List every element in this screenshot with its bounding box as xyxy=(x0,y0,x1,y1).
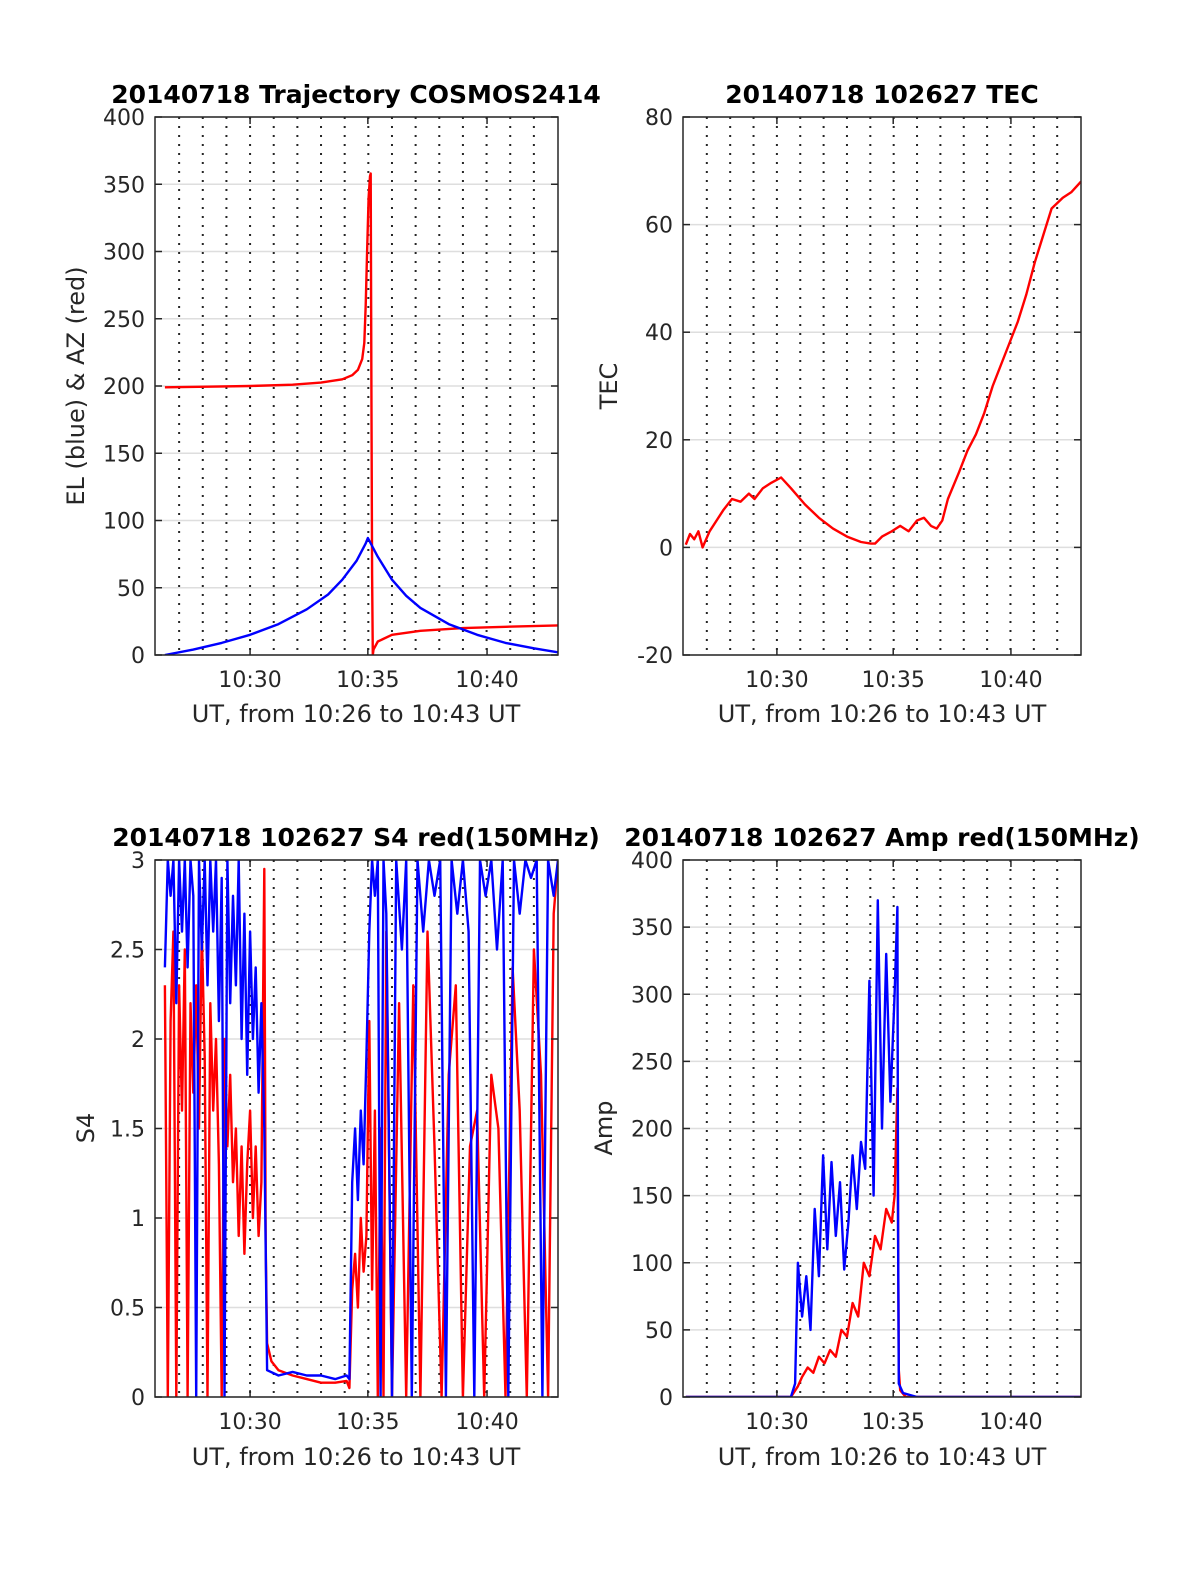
y-tick-label: 50 xyxy=(645,1319,673,1344)
plot-area: -20 0 20 40 60 80 10:30 10:35 10:40 xyxy=(637,106,1082,693)
plot-area: 0 0.5 1 1.5 2 2.5 3 10:30 10:35 10:40 xyxy=(110,849,559,1435)
x-axis-label: UT, from 10:26 to 10:43 UT xyxy=(718,700,1047,728)
y-tick-label: 3 xyxy=(131,849,145,874)
y-tick-label: 20 xyxy=(645,429,673,454)
y-tick-label: -20 xyxy=(637,644,673,669)
y-axis-label: S4 xyxy=(72,1113,100,1144)
chart-title: 20140718 102627 Amp red(150MHz) xyxy=(624,823,1140,852)
chart-title: 20140718 102627 TEC xyxy=(725,80,1038,109)
chart-title: 20140718 102627 S4 red(150MHz) xyxy=(112,823,600,852)
series-line-0 xyxy=(163,860,558,1397)
panel-s4: 0 0.5 1 1.5 2 2.5 3 10:30 10:35 10:40 20140718 10… xyxy=(72,823,600,1471)
y-tick-label: 0 xyxy=(131,1386,145,1411)
series-line-1 xyxy=(685,899,1081,1397)
y-tick-label: 60 xyxy=(645,214,673,239)
y-tick-label: 100 xyxy=(631,1252,673,1277)
series-line-1 xyxy=(163,860,558,1397)
y-tick-label: 200 xyxy=(631,1118,673,1143)
x-tick-label: 10:40 xyxy=(455,668,518,693)
series-line-0 xyxy=(684,180,1081,549)
y-tick-label: 150 xyxy=(631,1185,673,1210)
x-axis-label: UT, from 10:26 to 10:43 UT xyxy=(192,700,521,728)
y-tick-label: 50 xyxy=(117,577,145,602)
y-tick-label: 400 xyxy=(103,106,145,131)
y-axis-label: Amp xyxy=(590,1100,618,1155)
y-axis-label: EL (blue) & AZ (red) xyxy=(62,266,90,505)
y-tick-label: 400 xyxy=(631,849,673,874)
y-tick-label: 350 xyxy=(103,173,145,198)
x-tick-label: 10:35 xyxy=(862,668,925,693)
y-tick-label: 150 xyxy=(103,442,145,467)
x-tick-label: 10:30 xyxy=(218,668,281,693)
x-tick-label: 10:35 xyxy=(336,1410,399,1435)
x-tick-label: 10:35 xyxy=(336,668,399,693)
series-line-0 xyxy=(164,172,558,655)
plot-area: 0 50 100 150 200 250 300 350 400 10:30 10:35 10:40 xyxy=(103,106,559,693)
chart-title: 20140718 Trajectory COSMOS2414 xyxy=(111,80,601,109)
panel-tec: -20 0 20 40 60 80 10:30 10:35 10:40 20140718 102… xyxy=(595,80,1082,728)
y-tick-label: 300 xyxy=(103,241,145,266)
x-tick-label: 10:40 xyxy=(979,668,1042,693)
y-tick-label: 2 xyxy=(131,1028,145,1053)
y-tick-label: 0 xyxy=(131,644,145,669)
y-tick-label: 250 xyxy=(631,1050,673,1075)
y-tick-label: 200 xyxy=(103,375,145,400)
axes-box xyxy=(682,116,1082,656)
y-tick-label: 0 xyxy=(659,536,673,561)
x-tick-label: 10:35 xyxy=(862,1410,925,1435)
series-line-0 xyxy=(685,1087,1081,1397)
x-tick-label: 10:30 xyxy=(218,1410,281,1435)
y-tick-label: 80 xyxy=(645,106,673,131)
plot-area: 0 50 100 150 200 250 300 350 400 10:30 10:35 10:40 xyxy=(631,849,1082,1435)
series-line-1 xyxy=(164,536,558,655)
y-tick-label: 350 xyxy=(631,916,673,941)
y-tick-label: 300 xyxy=(631,983,673,1008)
y-tick-label: 2.5 xyxy=(110,939,145,964)
y-tick-label: 0 xyxy=(659,1386,673,1411)
x-tick-label: 10:40 xyxy=(455,1410,518,1435)
y-tick-label: 1 xyxy=(131,1207,145,1232)
x-tick-label: 10:30 xyxy=(745,1410,808,1435)
y-tick-label: 0.5 xyxy=(110,1297,145,1322)
y-tick-label: 250 xyxy=(103,308,145,333)
y-tick-label: 100 xyxy=(103,510,145,535)
x-tick-label: 10:30 xyxy=(745,668,808,693)
x-tick-label: 10:40 xyxy=(979,1410,1042,1435)
y-tick-label: 40 xyxy=(645,321,673,346)
x-axis-label: UT, from 10:26 to 10:43 UT xyxy=(718,1443,1047,1471)
y-axis-label: TEC xyxy=(595,363,623,411)
x-axis-label: UT, from 10:26 to 10:43 UT xyxy=(192,1443,521,1471)
y-tick-label: 1.5 xyxy=(110,1118,145,1143)
